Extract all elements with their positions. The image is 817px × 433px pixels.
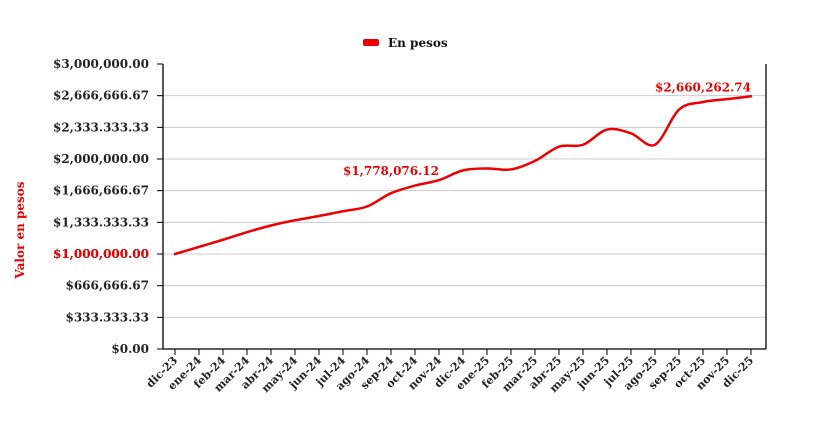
y-axis-label: Valor en pesos bbox=[13, 181, 27, 279]
legend-label-en-pesos: En pesos bbox=[388, 36, 448, 50]
data-point bbox=[414, 184, 417, 187]
data-point bbox=[702, 101, 705, 104]
data-point bbox=[342, 210, 345, 213]
data-label: $2,660,262.74 bbox=[655, 80, 751, 94]
series-line-en-pesos bbox=[173, 95, 753, 256]
axes bbox=[162, 64, 767, 350]
y-tick-label: $2,333.333.33 bbox=[53, 120, 149, 134]
x-axis-ticks: dic-23ene-24feb-24mar-24abr-24may-24jun-… bbox=[144, 349, 756, 395]
data-point bbox=[270, 224, 273, 227]
y-tick-label: $2,666,666.67 bbox=[53, 89, 149, 103]
y-tick-label: $1,333.333.33 bbox=[53, 215, 149, 229]
y-tick-label: $666,666.67 bbox=[65, 279, 149, 293]
chart-legend: En pesos bbox=[363, 36, 448, 50]
data-point bbox=[654, 143, 657, 146]
y-tick-label: $2,000,000.00 bbox=[53, 152, 149, 166]
data-point bbox=[534, 159, 537, 162]
y-overlay-label: $1,000,000.00 bbox=[53, 247, 149, 261]
y-tick-label: $3,000,000.00 bbox=[53, 57, 149, 71]
data-point bbox=[198, 245, 201, 248]
data-point bbox=[174, 253, 177, 256]
data-point bbox=[486, 167, 489, 170]
grid-lines bbox=[163, 95, 766, 318]
y-tick-label: $1,666,666.67 bbox=[53, 184, 149, 198]
data-point bbox=[630, 132, 633, 135]
data-point bbox=[582, 143, 585, 146]
data-point bbox=[246, 231, 249, 234]
data-point bbox=[366, 205, 369, 208]
data-point bbox=[222, 238, 225, 241]
annotations-layer: $1,778,076.12 $2,660,262.74 bbox=[343, 80, 751, 178]
data-point bbox=[510, 168, 513, 171]
legend-swatch-en-pesos bbox=[363, 39, 379, 46]
data-point bbox=[750, 95, 753, 98]
data-point bbox=[462, 169, 465, 172]
data-point bbox=[678, 108, 681, 111]
data-point bbox=[390, 192, 393, 195]
data-point bbox=[558, 145, 561, 148]
y-tick-label: $1,000,000.00 bbox=[53, 247, 149, 261]
series-layer bbox=[173, 95, 753, 256]
data-point bbox=[726, 98, 729, 101]
data-point bbox=[318, 215, 321, 218]
data-point bbox=[606, 128, 609, 131]
data-point bbox=[438, 179, 441, 182]
data-point bbox=[294, 219, 297, 222]
y-tick-label: $333.333.33 bbox=[65, 310, 149, 324]
y-tick-label: $0.00 bbox=[111, 342, 149, 356]
data-label: $1,778,076.12 bbox=[343, 164, 439, 178]
y-axis-ticks: $0.00 $333.333.33 $666,666.67 $1,000,000.00… bbox=[53, 57, 163, 356]
